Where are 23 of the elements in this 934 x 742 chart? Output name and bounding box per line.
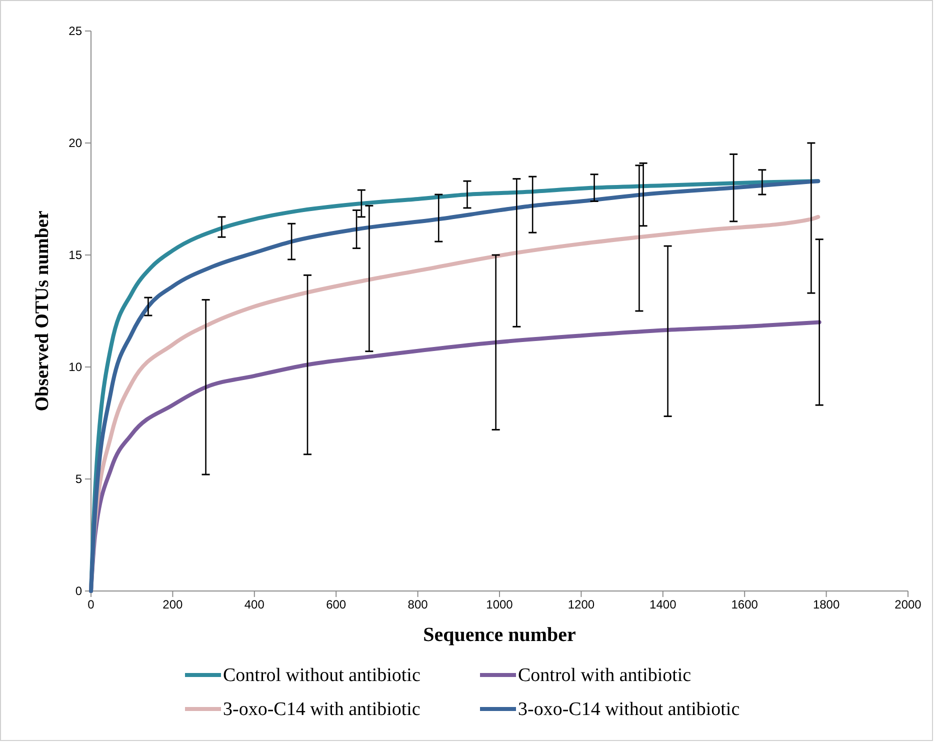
y-tick-label: 5	[75, 472, 82, 486]
legend-label: Control with antibiotic	[518, 665, 692, 686]
x-tick-label: 200	[162, 598, 184, 612]
legend-label: 3-oxo-C14 with antibiotic	[223, 699, 420, 720]
y-tick-label: 15	[68, 248, 82, 262]
x-tick-label: 400	[244, 598, 265, 612]
y-axis-title: Observed OTUs number	[32, 210, 53, 412]
x-tick-label: 2000	[894, 598, 922, 612]
x-tick-label: 800	[408, 598, 428, 612]
x-tick-label: 1800	[812, 598, 840, 612]
x-tick-label: 1200	[568, 598, 595, 612]
y-tick-label: 25	[68, 24, 82, 38]
y-tick-label: 10	[68, 360, 82, 374]
x-tick-label: 600	[326, 598, 346, 612]
legend-label: 3-oxo-C14 without antibiotic	[518, 699, 740, 720]
x-tick-label: 1400	[650, 598, 677, 612]
x-tick-label: 1000	[486, 598, 514, 612]
legend-label: Control without antibiotic	[223, 665, 420, 686]
x-axis-title: Sequence number	[423, 624, 576, 646]
x-tick-label: 0	[88, 598, 95, 612]
y-tick-label: 20	[68, 136, 82, 150]
x-tick-label: 1600	[731, 598, 758, 612]
y-tick-label: 0	[75, 584, 82, 598]
